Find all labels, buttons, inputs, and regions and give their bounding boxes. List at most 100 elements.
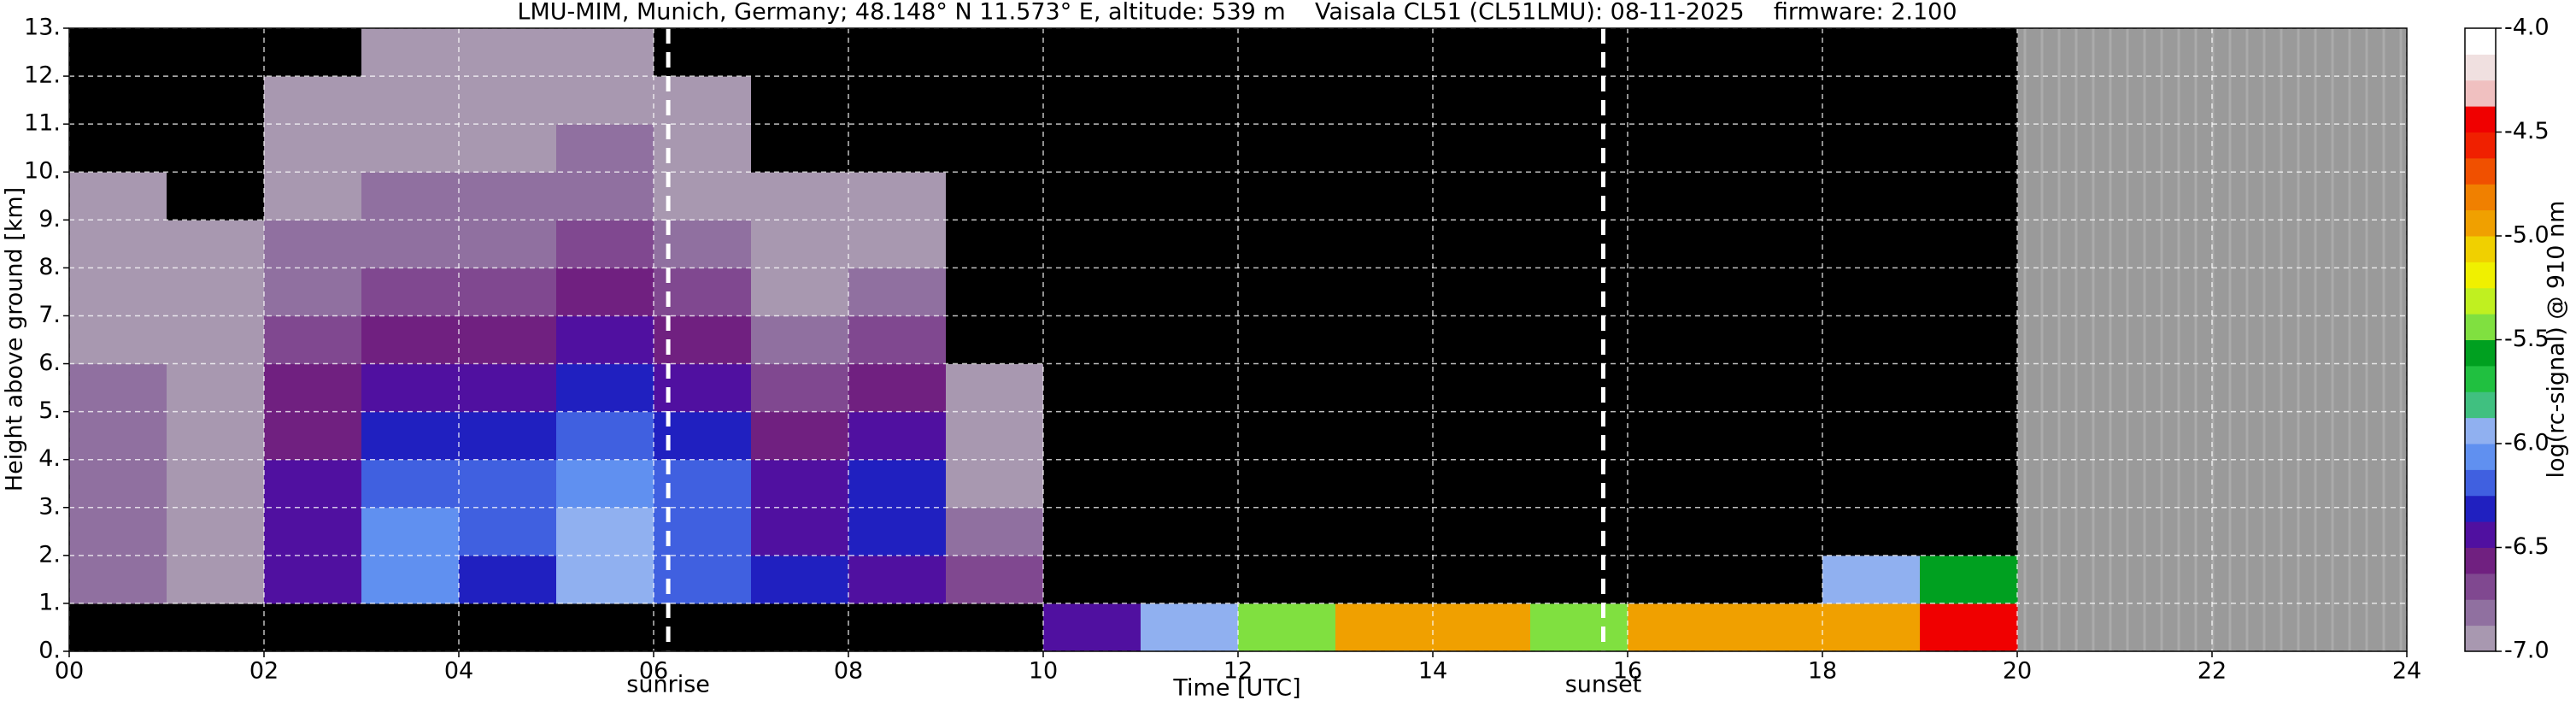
heatmap-cell — [1822, 555, 1921, 604]
heatmap-cell — [1141, 507, 1239, 556]
heatmap-cell — [459, 363, 557, 413]
heatmap-cell — [1530, 603, 1628, 652]
heatmap-cell — [751, 603, 849, 652]
heatmap-cell — [1628, 507, 1726, 556]
heatmap-cell — [459, 411, 557, 461]
heatmap-cell — [1141, 76, 1239, 125]
annotation-label: sunrise — [626, 672, 710, 698]
heatmap-cell — [1725, 507, 1823, 556]
heatmap-cell — [751, 459, 849, 509]
heatmap-cell — [751, 315, 849, 365]
x-tick-label: 12 — [1223, 658, 1253, 685]
heatmap-cell — [848, 459, 947, 509]
heatmap-cell — [1725, 220, 1823, 268]
x-tick-label: 08 — [834, 658, 863, 685]
heatmap-cell — [1141, 124, 1239, 173]
heatmap-cell — [1725, 268, 1823, 316]
heatmap-cell — [556, 172, 654, 221]
heatmap-cell — [1141, 603, 1239, 652]
heatmap-cell — [1335, 124, 1434, 173]
heatmap-cell — [361, 76, 460, 125]
x-tick-label: 24 — [2392, 658, 2421, 685]
heatmap-cell — [1043, 220, 1141, 268]
heatmap-cell — [848, 28, 947, 77]
heatmap-cell — [1822, 124, 1921, 173]
heatmap-cell — [1530, 220, 1628, 268]
heatmap-cell — [1628, 315, 1726, 365]
heatmap-cell — [946, 507, 1044, 556]
heatmap-cell — [361, 603, 460, 652]
y-tick-label: 8. — [38, 254, 61, 280]
heatmap-cell — [751, 172, 849, 221]
heatmap-cell — [1141, 555, 1239, 604]
colorbar-tick-label: -6.5 — [2504, 533, 2550, 560]
heatmap-cell — [1238, 220, 1336, 268]
y-tick-label: 1. — [38, 589, 61, 615]
colorbar-band — [2465, 79, 2496, 107]
colorbar-band — [2465, 28, 2496, 55]
heatmap-cell — [848, 555, 947, 604]
heatmap-cell — [459, 76, 557, 125]
heatmap-cell — [1725, 459, 1823, 509]
heatmap-cell — [1628, 220, 1726, 268]
heatmap-cell — [361, 411, 460, 461]
heatmap-cell — [459, 507, 557, 556]
heatmap-cell — [1141, 315, 1239, 365]
heatmap-cell — [1433, 459, 1531, 509]
heatmap-cell — [1530, 76, 1628, 125]
heatmap-cell — [1335, 268, 1434, 316]
heatmap-cell — [264, 555, 362, 604]
heatmap-cell — [1725, 76, 1823, 125]
colorbar-band — [2465, 339, 2496, 367]
y-tick-label: 7. — [38, 302, 61, 328]
heatmap-cell — [167, 603, 265, 652]
heatmap-cell — [361, 220, 460, 268]
heatmap-cell — [69, 603, 167, 652]
heatmap-cell — [1433, 220, 1531, 268]
heatmap-cell — [1822, 411, 1921, 461]
heatmap-cell — [1920, 603, 2018, 652]
heatmap-cell — [1822, 363, 1921, 413]
heatmap-cell — [751, 124, 849, 173]
heatmap-cell — [459, 124, 557, 173]
colorbar-band — [2465, 184, 2496, 211]
heatmap-cell — [1335, 76, 1434, 125]
heatmap-cell — [751, 76, 849, 125]
y-tick-label: 13. — [24, 15, 61, 41]
heatmap-cell — [1433, 28, 1531, 77]
heatmap-cell — [556, 603, 654, 652]
heatmap-cell — [1141, 363, 1239, 413]
colorbar-tick-label: -6.0 — [2504, 430, 2550, 456]
colorbar-band — [2465, 157, 2496, 185]
heatmap-cell — [848, 124, 947, 173]
heatmap-cell — [848, 603, 947, 652]
colorbar-band — [2465, 236, 2496, 262]
colorbar-band — [2465, 417, 2496, 444]
heatmap-cell — [1920, 363, 2018, 413]
y-tick-label: 0. — [38, 638, 61, 664]
heatmap-cell — [556, 220, 654, 268]
colorbar-band — [2465, 391, 2496, 419]
heatmap-cell — [946, 459, 1044, 509]
heatmap-cell — [1920, 459, 2018, 509]
heatmap-cell — [751, 507, 849, 556]
heatmap-cell — [264, 459, 362, 509]
heatmap-cell — [167, 315, 265, 365]
heatmap-cell — [556, 459, 654, 509]
plot-frame — [68, 27, 2408, 652]
heatmap-cell — [1822, 172, 1921, 221]
heatmap-cell — [264, 124, 362, 173]
colorbar-band — [2465, 573, 2496, 600]
heatmap-cell — [751, 555, 849, 604]
heatmap-cell — [946, 172, 1044, 221]
heatmap-cell — [848, 315, 947, 365]
colorbar-band — [2465, 209, 2496, 237]
colorbar-tick-label: -4.0 — [2504, 15, 2550, 41]
colorbar-band — [2465, 547, 2496, 574]
heatmap-cell — [1628, 268, 1726, 316]
heatmap-cell — [1238, 76, 1336, 125]
colorbar-band — [2465, 106, 2496, 132]
heatmap-cell — [1238, 555, 1336, 604]
heatmap-cell — [751, 28, 849, 77]
heatmap-cell — [1238, 28, 1336, 77]
